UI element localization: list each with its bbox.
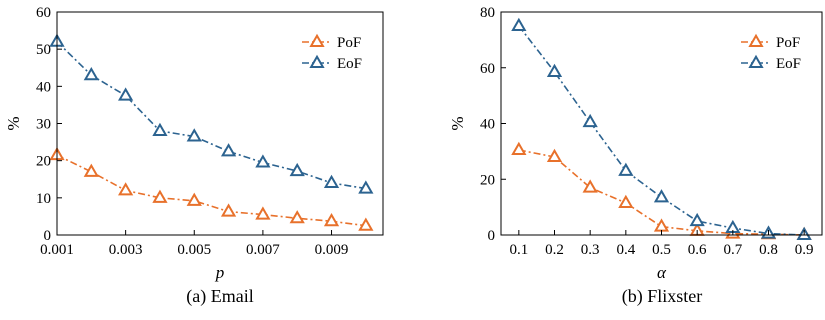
data-point-eof [323,174,340,188]
x-tick-label: 0.5 [652,242,671,258]
data-point-eof [358,180,374,194]
x-tick-label: 0.3 [581,242,600,258]
y-axis-label: % [448,116,467,130]
chart-1: 0.1 0.2 0.3 0.4 0.5 0.6 0.7 0.8 0.9 0 20 40 60 80 α% Po… [448,5,823,307]
x-tick-label: 0.4 [616,242,635,258]
y-tick-label: 60 [480,61,495,77]
y-tick-label: 50 [36,42,51,58]
x-tick-label: 0.6 [688,242,707,258]
chart-caption: (a) Email [186,286,253,307]
y-tick-label: 40 [480,117,495,133]
x-tick-label: 0.2 [545,242,564,258]
x-tick-label: 0.005 [177,242,211,258]
data-point-pof [358,217,374,231]
plot-frame [56,11,384,236]
legend-marker-pof [309,33,325,48]
series-line-eof [56,41,366,190]
legend: PoF EoF [741,33,801,72]
x-tick-label: 0.001 [40,242,74,258]
y-tick-label: 20 [480,172,495,188]
data-point-eof [653,189,670,203]
data-point-pof [186,192,202,206]
data-point-pof [546,148,563,162]
chart-0: 0.001 0.003 0.005 0.007 0.009 0 10 20 30 40 50 60 p%… [4,5,384,307]
data-point-pof [152,189,168,203]
y-tick-label: 0 [44,228,52,244]
data-point-eof [255,154,271,168]
legend-marker-eof [748,54,764,69]
legend-marker-eof [309,54,325,69]
data-point-eof [118,87,134,101]
x-tick-label: 0.009 [315,242,349,258]
y-axis-label: % [4,116,23,130]
x-tick-label: 0.1 [509,242,528,258]
data-point-pof [511,141,527,156]
legend: PoF EoF [302,33,362,72]
series-line-pof [56,154,366,227]
data-point-eof [220,143,237,157]
data-point-eof [83,66,99,81]
y-tick-label: 30 [36,117,51,133]
data-point-eof [618,162,634,176]
data-point-eof [689,212,705,227]
legend-label-pof: PoF [776,35,800,51]
x-axis-label: α [657,263,667,282]
y-tick-label: 60 [36,5,51,21]
data-point-pof [618,194,634,208]
x-tick-label: 0.007 [246,242,280,258]
data-point-eof [546,63,563,77]
data-point-pof [653,218,670,232]
data-point-pof [220,203,237,217]
data-point-pof [289,210,305,224]
chart-caption: (b) Flixster [622,286,703,307]
data-point-pof [255,206,271,220]
y-tick-label: 80 [480,5,495,21]
data-point-eof [186,128,202,142]
y-tick-label: 20 [36,154,51,170]
y-tick-label: 10 [36,191,51,207]
x-tick-label: 0.8 [759,242,778,258]
series-line-eof [518,25,805,236]
x-axis-label: p [215,263,225,282]
legend-label-eof: EoF [776,56,801,72]
y-tick-label: 40 [36,79,51,95]
data-point-pof [582,179,598,193]
x-tick-label: 0.7 [723,242,742,258]
y-tick-label: 0 [488,228,496,244]
data-point-eof [289,162,305,177]
data-point-pof [323,213,340,227]
x-tick-label: 0.003 [109,242,143,258]
x-tick-label: 0.9 [795,242,814,258]
legend-label-eof: EoF [337,56,362,72]
data-point-eof [582,113,598,128]
data-point-eof [152,122,168,136]
legend-marker-pof [748,33,764,48]
data-point-pof [118,182,134,196]
data-point-pof [83,163,99,177]
data-point-eof [511,17,527,31]
legend-label-pof: PoF [337,35,361,51]
